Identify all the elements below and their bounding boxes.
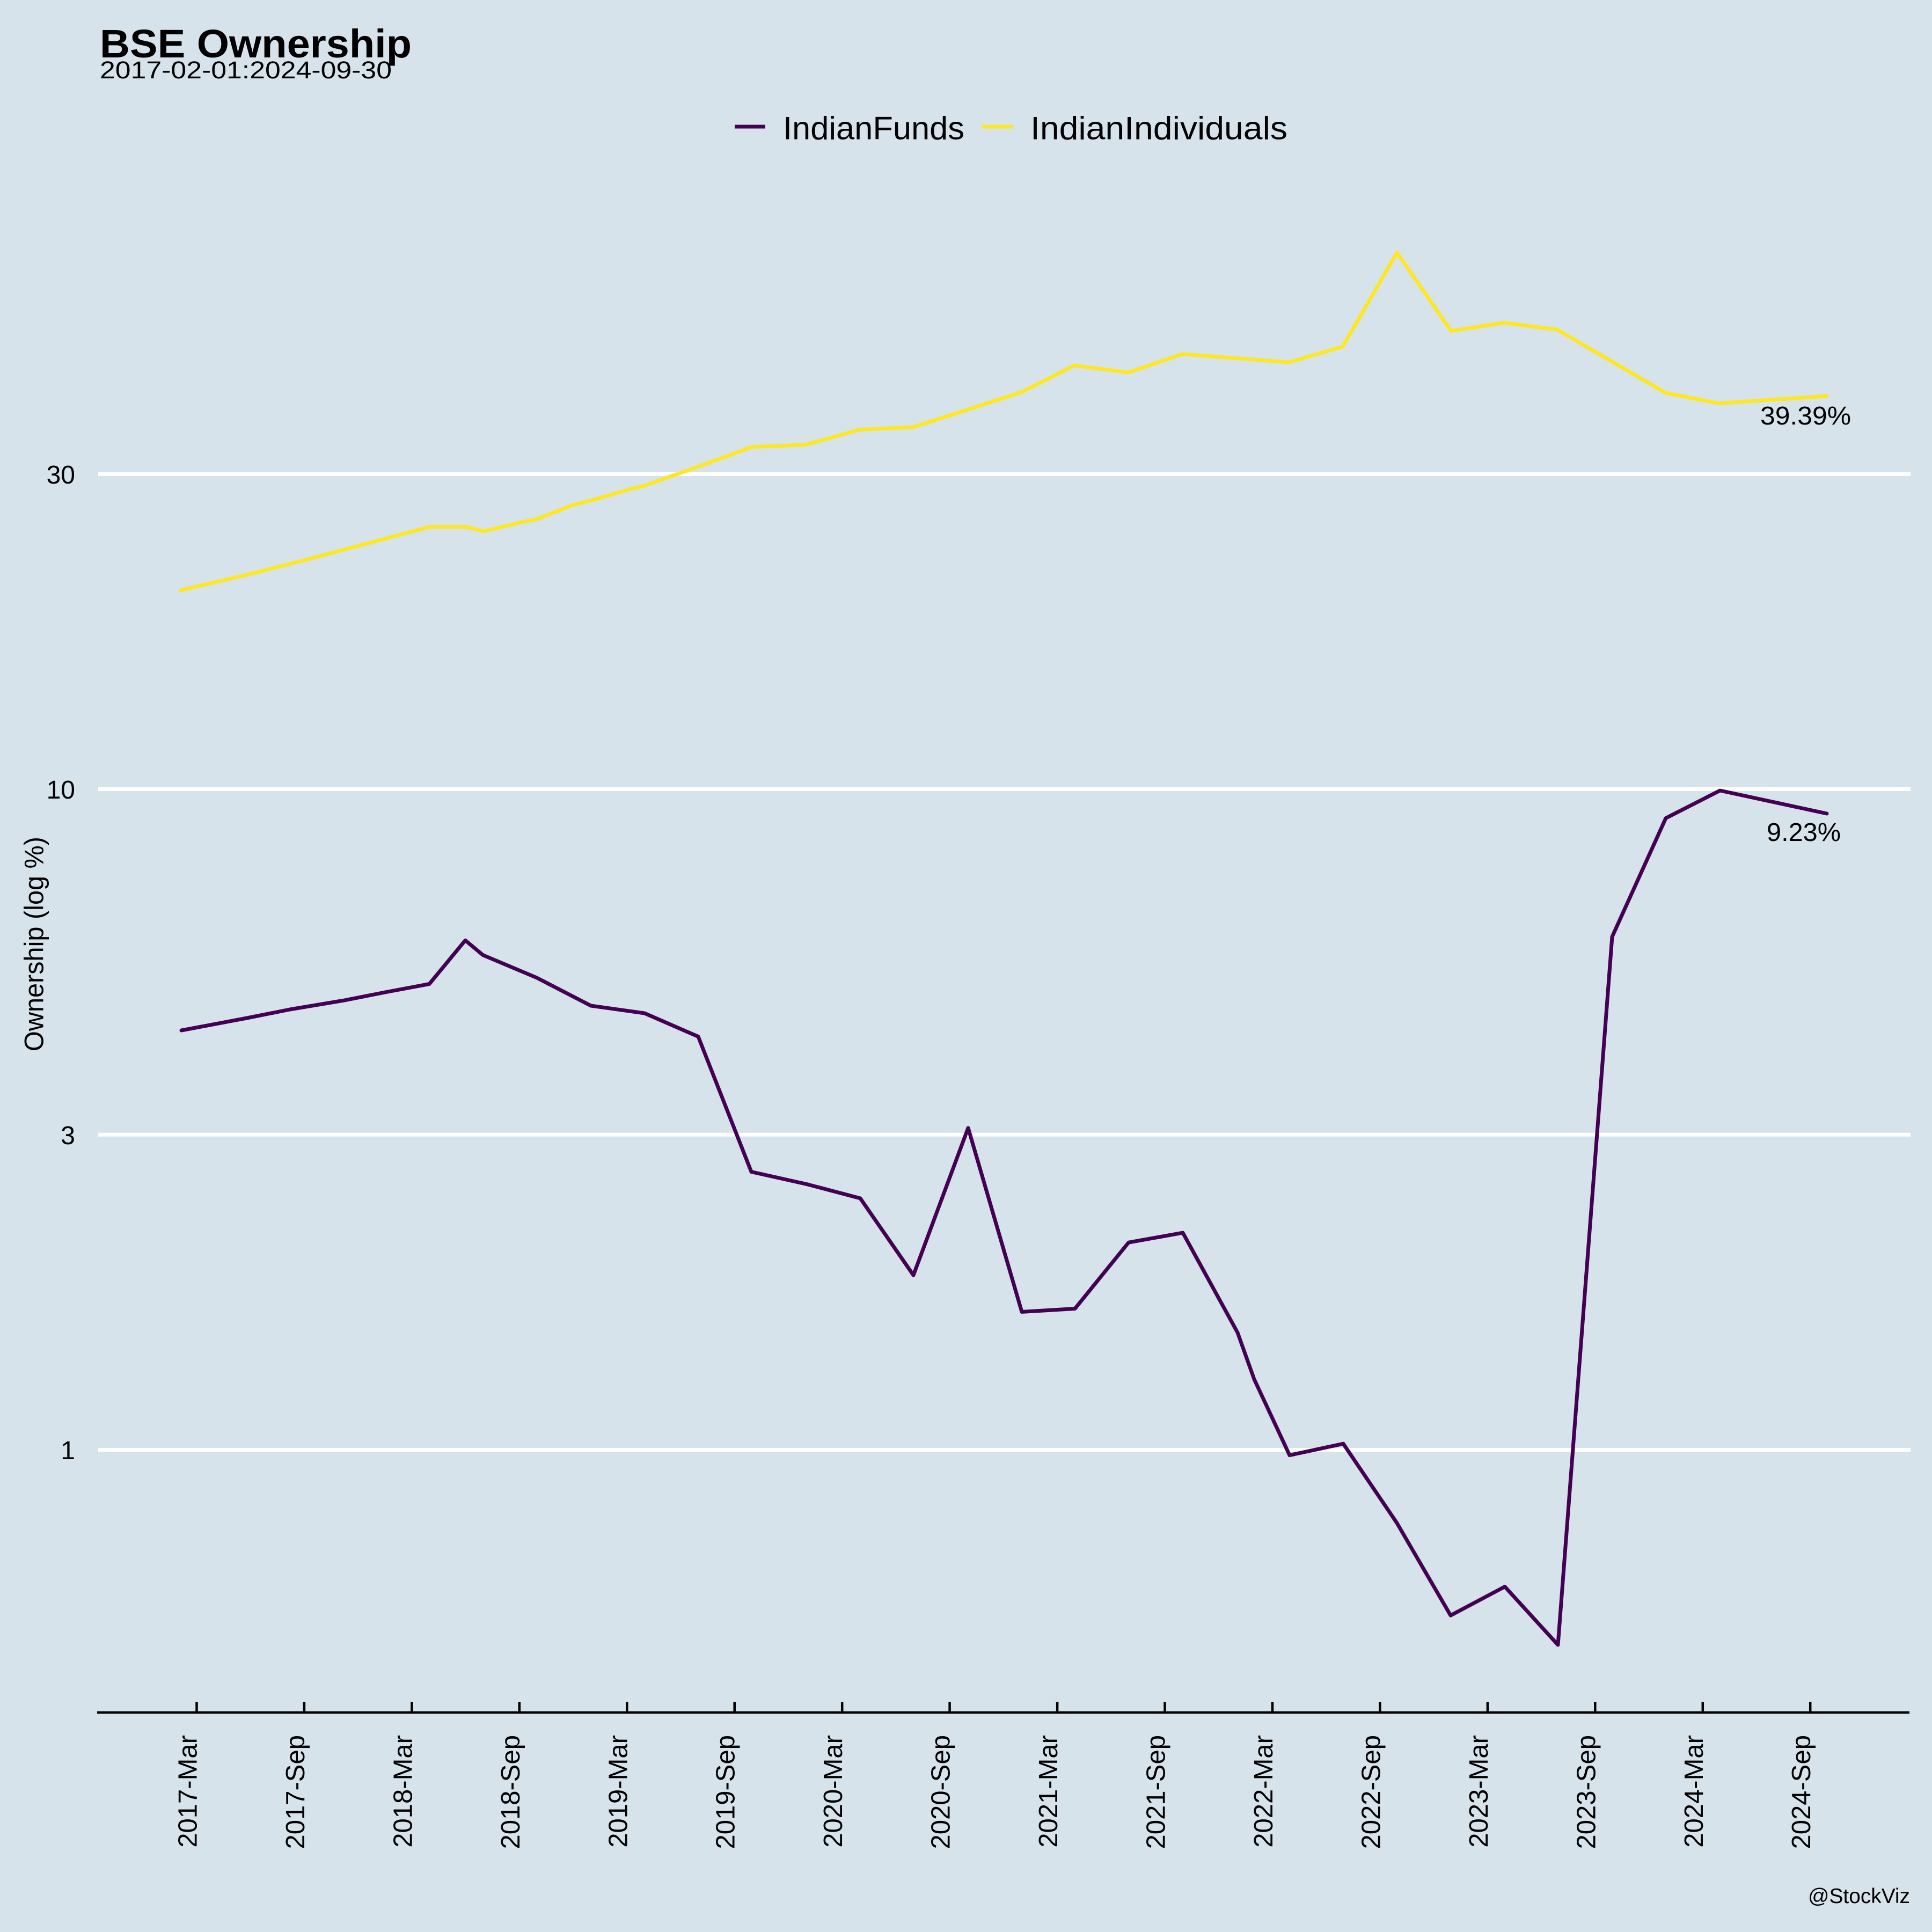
- svg-text:1: 1: [61, 1437, 75, 1465]
- svg-text:2018-Sep: 2018-Sep: [496, 1735, 525, 1849]
- svg-text:30: 30: [47, 461, 75, 489]
- svg-text:3: 3: [61, 1122, 75, 1150]
- svg-text:IndianIndividuals: IndianIndividuals: [1030, 111, 1287, 147]
- svg-text:2022-Sep: 2022-Sep: [1357, 1735, 1386, 1849]
- svg-text:2017-02-01:2024-09-30: 2017-02-01:2024-09-30: [100, 56, 392, 84]
- svg-text:IndianFunds: IndianFunds: [783, 111, 964, 147]
- svg-text:@StockViz: @StockViz: [1808, 1885, 1910, 1908]
- svg-text:2024-Mar: 2024-Mar: [1680, 1735, 1709, 1848]
- svg-text:2019-Sep: 2019-Sep: [712, 1735, 741, 1849]
- svg-text:2021-Mar: 2021-Mar: [1034, 1735, 1063, 1848]
- svg-text:2021-Sep: 2021-Sep: [1142, 1735, 1171, 1849]
- svg-text:Ownership (log %): Ownership (log %): [19, 837, 49, 1051]
- svg-text:2023-Sep: 2023-Sep: [1572, 1735, 1601, 1849]
- svg-text:39.39%: 39.39%: [1760, 402, 1851, 430]
- svg-text:2024-Sep: 2024-Sep: [1787, 1735, 1816, 1849]
- svg-text:2023-Mar: 2023-Mar: [1465, 1735, 1494, 1848]
- svg-text:BSE Ownership: BSE Ownership: [100, 21, 412, 66]
- svg-text:9.23%: 9.23%: [1767, 818, 1841, 847]
- svg-text:2020-Mar: 2020-Mar: [819, 1735, 848, 1848]
- svg-text:10: 10: [47, 776, 75, 804]
- svg-text:2022-Mar: 2022-Mar: [1249, 1735, 1278, 1848]
- svg-text:2017-Mar: 2017-Mar: [174, 1735, 203, 1848]
- svg-text:2017-Sep: 2017-Sep: [281, 1735, 310, 1849]
- svg-text:2019-Mar: 2019-Mar: [604, 1735, 633, 1848]
- svg-text:2020-Sep: 2020-Sep: [927, 1735, 956, 1849]
- svg-text:2018-Mar: 2018-Mar: [389, 1735, 418, 1848]
